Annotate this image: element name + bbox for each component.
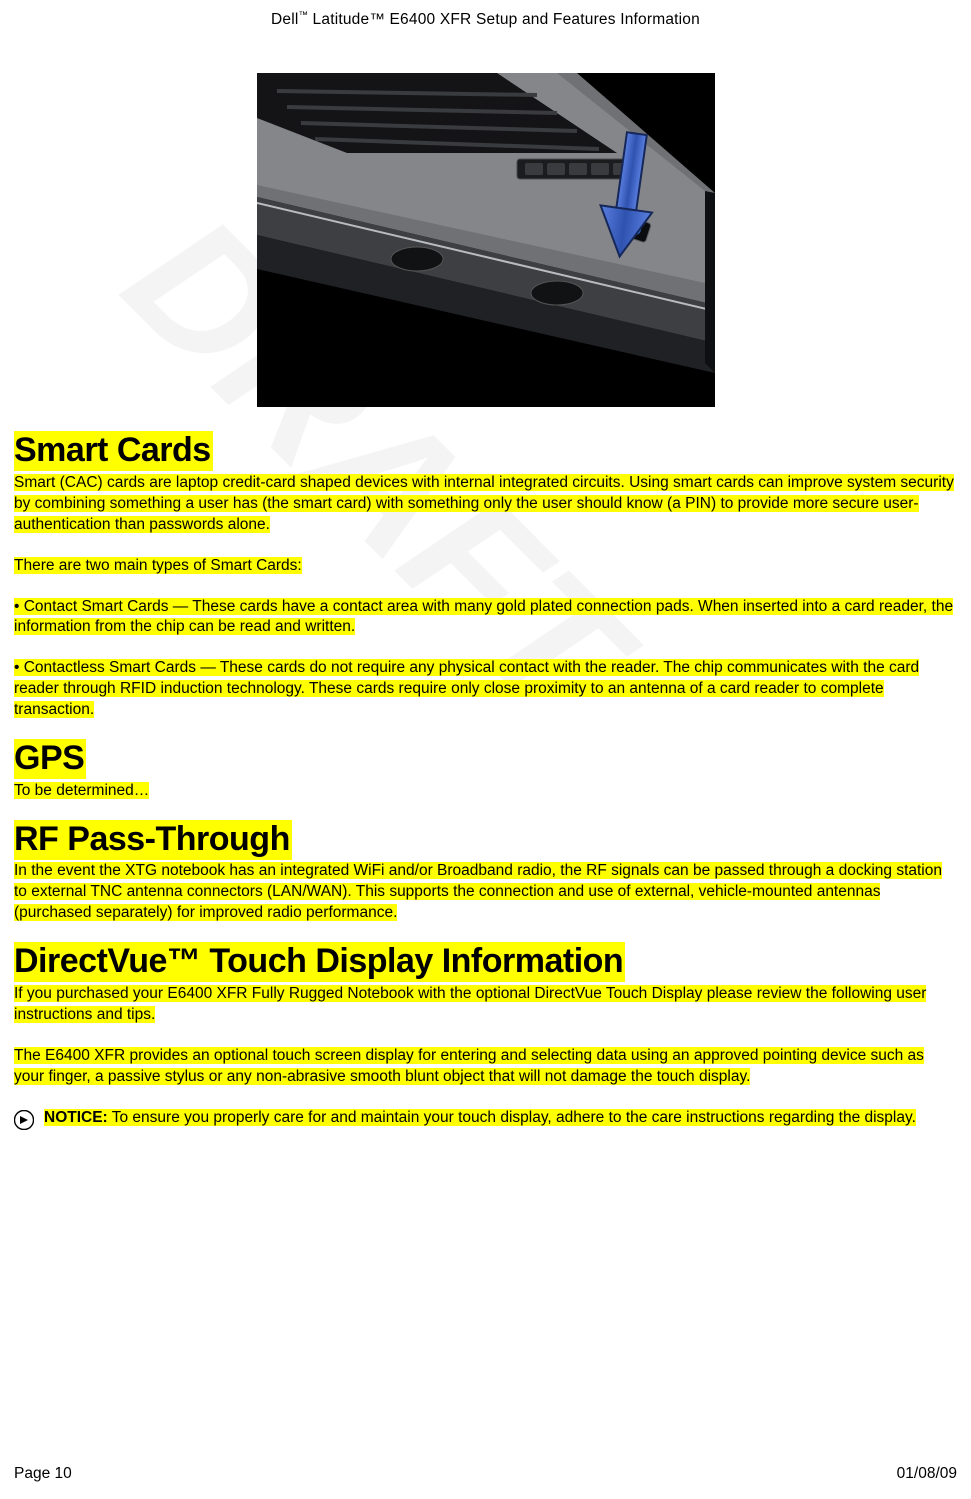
footer-page-number: Page 10 bbox=[14, 1465, 72, 1483]
smart-cards-p1: Smart (CAC) cards are laptop credit-card… bbox=[14, 473, 957, 536]
heading-directvue: DirectVue™ Touch Display Information bbox=[14, 942, 625, 982]
header-tm2: ™ bbox=[369, 11, 385, 28]
heading-gps: GPS bbox=[14, 739, 86, 779]
laptop-figure bbox=[257, 73, 715, 407]
heading-rf-pass-through: RF Pass-Through bbox=[14, 820, 292, 860]
header-suffix: E6400 XFR Setup and Features Information bbox=[385, 11, 700, 28]
page-footer: Page 10 01/08/09 bbox=[14, 1465, 957, 1483]
smart-cards-p4: • Contactless Smart Cards — These cards … bbox=[14, 658, 957, 721]
header-brand: Dell bbox=[271, 11, 299, 28]
notice-body: To ensure you properly care for and main… bbox=[108, 1109, 916, 1126]
smart-cards-p3: • Contact Smart Cards — These cards have… bbox=[14, 597, 957, 639]
header-tm1: ™ bbox=[299, 10, 309, 20]
notice-text: NOTICE: To ensure you properly care for … bbox=[44, 1108, 916, 1129]
page-header: Dell™ Latitude™ E6400 XFR Setup and Feat… bbox=[14, 10, 957, 29]
header-mid: Latitude bbox=[308, 11, 369, 28]
pointer-arrow-icon bbox=[595, 129, 659, 279]
notice-icon bbox=[14, 1110, 34, 1130]
smart-cards-p2: There are two main types of Smart Cards: bbox=[14, 556, 957, 577]
notice-block: NOTICE: To ensure you properly care for … bbox=[14, 1108, 957, 1130]
directvue-p2: The E6400 XFR provides an optional touch… bbox=[14, 1046, 957, 1088]
gps-p1: To be determined… bbox=[14, 781, 957, 802]
rf-p1: In the event the XTG notebook has an int… bbox=[14, 861, 957, 924]
notice-label: NOTICE: bbox=[44, 1109, 108, 1126]
directvue-p1: If you purchased your E6400 XFR Fully Ru… bbox=[14, 984, 957, 1026]
footer-date: 01/08/09 bbox=[897, 1465, 957, 1483]
heading-smart-cards: Smart Cards bbox=[14, 431, 213, 471]
